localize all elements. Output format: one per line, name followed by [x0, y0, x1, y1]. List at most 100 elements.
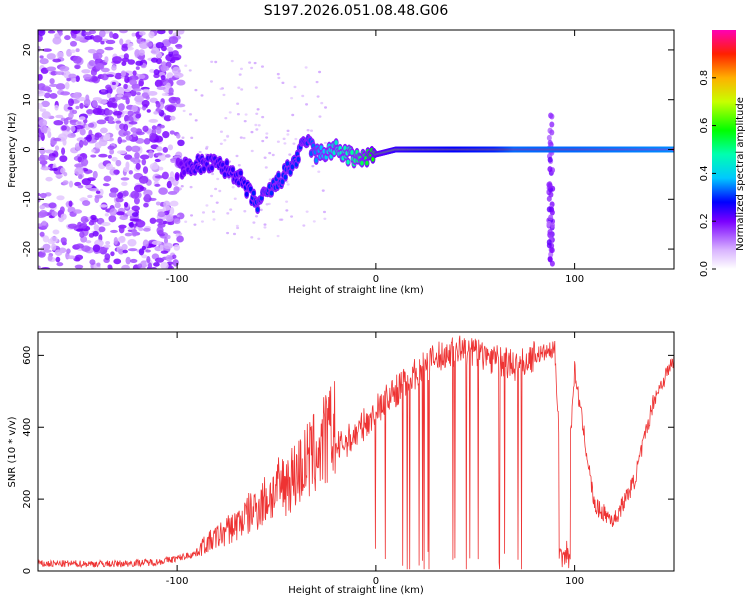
noise-mark — [117, 103, 125, 111]
noise-mark — [131, 212, 139, 217]
noise-mark — [89, 259, 96, 266]
noise-mark — [149, 163, 159, 170]
noise-mark — [169, 115, 176, 121]
speckle-mark — [176, 214, 180, 218]
colorbar-tick-label: 0.4 — [699, 165, 710, 181]
noise-mark — [138, 49, 145, 56]
speckle-mark — [188, 69, 192, 72]
noise-mark — [110, 229, 118, 233]
noise-mark — [143, 227, 151, 232]
ridge-point — [314, 157, 319, 163]
noise-mark — [165, 154, 171, 158]
noise-mark — [78, 174, 83, 180]
noise-mark — [53, 137, 62, 142]
noise-mark — [142, 239, 149, 248]
noise-mark — [139, 154, 150, 160]
noise-mark — [121, 264, 130, 269]
noise-mark — [66, 248, 71, 254]
ridge-point — [210, 165, 214, 171]
speckle-mark — [184, 220, 188, 223]
speckle-mark — [194, 119, 198, 122]
spectrogram-xtick-label: -100 — [166, 274, 189, 285]
noise-mark — [71, 109, 78, 115]
noise-mark — [38, 250, 46, 258]
speckle-mark — [229, 208, 233, 211]
speckle-mark — [242, 136, 246, 140]
noise-mark — [134, 95, 144, 103]
noise-mark — [113, 258, 122, 265]
noise-mark — [138, 227, 144, 232]
colorbar-tick-label: 0.0 — [699, 261, 710, 277]
noise-mark — [155, 102, 161, 108]
speckle-mark — [324, 106, 328, 109]
speckle-mark — [222, 93, 226, 97]
speckle-mark — [178, 72, 182, 75]
noise-mark — [176, 133, 181, 139]
speckle-mark — [286, 133, 290, 136]
noise-mark — [102, 183, 110, 187]
noise-mark — [146, 109, 151, 113]
speckle-mark — [193, 223, 197, 226]
speckle-mark — [237, 86, 241, 89]
noise-mark — [39, 58, 49, 65]
noise-mark — [125, 135, 133, 141]
speckle-mark — [265, 203, 269, 206]
noise-mark — [64, 35, 71, 41]
spectrogram-ytick-label: 10 — [22, 93, 33, 106]
noise-mark — [109, 208, 118, 216]
noise-mark — [38, 133, 44, 138]
noise-mark — [64, 82, 70, 90]
ridge-point — [269, 190, 274, 196]
speckle-mark — [210, 60, 214, 63]
noise-mark — [163, 242, 173, 250]
noise-mark — [99, 204, 108, 208]
streak-mark — [546, 206, 552, 213]
noise-mark — [127, 238, 137, 247]
noise-mark — [115, 197, 124, 203]
noise-mark — [51, 243, 57, 251]
noise-mark — [146, 42, 153, 47]
streak-mark — [547, 256, 553, 263]
noise-mark — [138, 41, 149, 49]
noise-mark — [135, 220, 146, 228]
noise-mark — [75, 75, 80, 83]
noise-mark — [149, 217, 157, 224]
noise-mark — [42, 48, 52, 52]
noise-mark — [163, 78, 169, 82]
noise-mark — [151, 240, 162, 246]
speckle-mark — [228, 111, 232, 114]
noise-mark — [160, 75, 166, 80]
speckle-mark — [250, 236, 254, 239]
speckle-mark — [189, 185, 193, 189]
ridge-point — [202, 166, 206, 172]
noise-mark — [59, 206, 65, 214]
noise-mark — [60, 213, 67, 220]
speckle-mark — [223, 139, 227, 142]
noise-mark — [74, 65, 80, 69]
noise-mark — [38, 102, 43, 110]
ridge-point — [223, 172, 227, 178]
speckle-mark — [250, 149, 254, 153]
speckle-mark — [294, 137, 298, 141]
ridge-point — [225, 160, 229, 166]
noise-mark — [49, 83, 59, 87]
noise-mark — [76, 137, 85, 142]
noise-mark — [39, 147, 46, 155]
noise-mark — [39, 231, 45, 237]
speckle-mark — [188, 113, 192, 116]
noise-mark — [68, 112, 74, 119]
noise-mark — [79, 231, 85, 238]
noise-mark — [123, 154, 133, 160]
speckle-mark — [233, 197, 237, 200]
noise-mark — [38, 34, 43, 42]
noise-mark — [38, 156, 46, 162]
noise-mark — [163, 114, 172, 122]
noise-mark — [88, 60, 96, 67]
noise-mark — [56, 51, 64, 59]
noise-mark — [153, 262, 160, 267]
speckle-mark — [304, 66, 308, 69]
speckle-mark — [254, 215, 258, 218]
snr-marks — [38, 335, 674, 570]
noise-mark — [165, 254, 173, 262]
